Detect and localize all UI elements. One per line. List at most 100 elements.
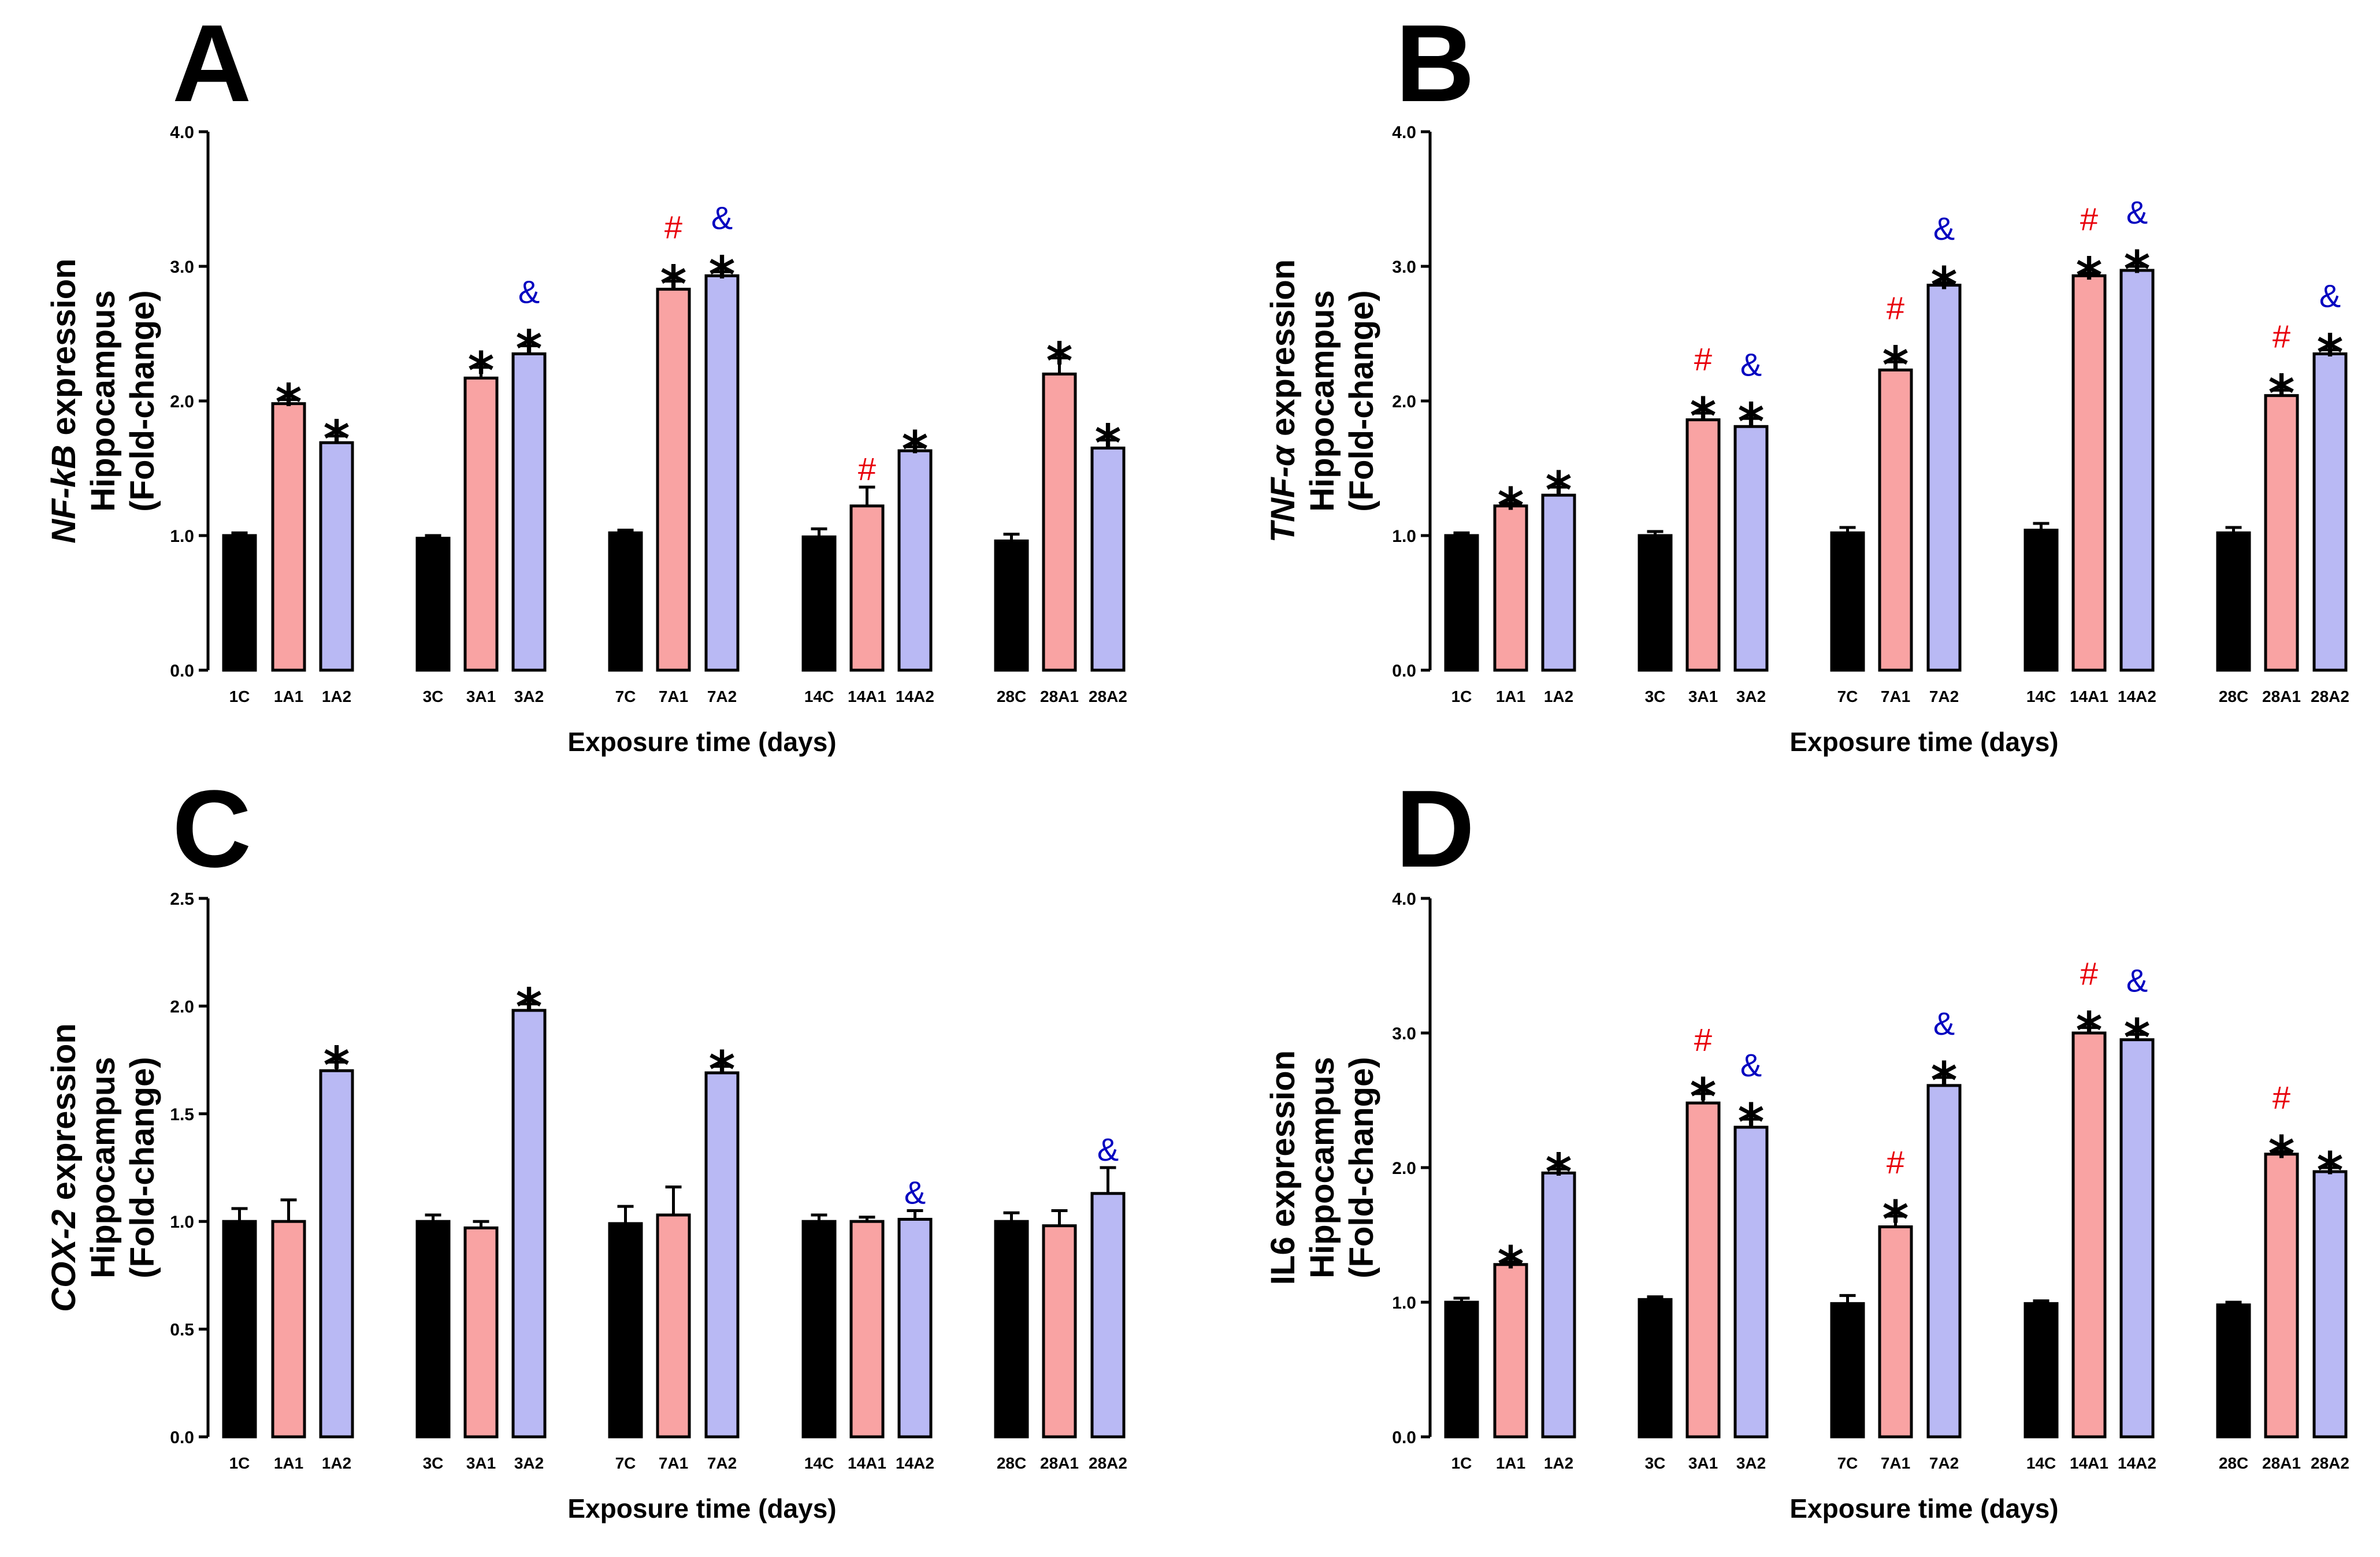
x-tick-label: 3A2 (1736, 688, 1766, 705)
bar-28a1 (1042, 1224, 1077, 1439)
x-tick-label: 1A2 (322, 688, 351, 705)
x-tick-label: 14A2 (896, 1454, 934, 1472)
bar-7a1 (656, 1213, 691, 1439)
y-axis-label-text: expression (45, 258, 83, 444)
bar-14c (2023, 529, 2059, 672)
bar-28c (2216, 531, 2251, 672)
panel-letter: C (172, 768, 251, 890)
bar-14a1 (2071, 274, 2107, 672)
significance-star: * (1737, 392, 1764, 451)
significance-hash: # (858, 451, 876, 487)
y-axis-label-line2: Hippocampus (84, 1057, 122, 1279)
significance-star: * (2268, 1125, 2294, 1184)
significance-star: * (1690, 1067, 1716, 1127)
significance-star: * (1882, 335, 1909, 395)
significance-star: * (2075, 247, 2102, 306)
panel-letter: D (1395, 768, 1475, 890)
x-tick-label: 1A2 (1544, 1454, 1573, 1472)
significance-hash: # (1887, 1144, 1904, 1180)
x-tick-label: 1A2 (322, 1454, 351, 1472)
significance-star: * (708, 1040, 735, 1099)
significance-star: * (2316, 323, 2343, 382)
bar-1a1 (1493, 504, 1528, 672)
x-tick-label: 1A1 (1496, 688, 1525, 705)
bar-3a1 (1685, 1101, 1721, 1439)
bar-3a2 (511, 352, 547, 672)
y-tick-label: 0.5 (170, 1321, 194, 1340)
x-tick-label: 3A1 (1688, 1454, 1718, 1472)
x-tick-label: 28A2 (1089, 688, 1127, 705)
significance-star: * (323, 1035, 350, 1095)
x-tick-label: 1C (1451, 1454, 1472, 1472)
bar-3c (1638, 1298, 1673, 1439)
bar-14a1 (849, 1220, 885, 1439)
x-tick-label: 28A1 (2262, 688, 2301, 705)
x-tick-label: 7A1 (659, 1454, 688, 1472)
x-tick-label: 3A2 (514, 688, 544, 705)
bar-7a2 (704, 274, 740, 672)
y-tick-label: 2.0 (1392, 1159, 1416, 1178)
y-tick-label: 1.0 (170, 1213, 194, 1232)
y-axis-label-line3: (Fold-change) (1343, 290, 1380, 511)
y-axis-label-line3: (Fold-change) (124, 290, 161, 511)
significance-ampersand: & (518, 273, 540, 310)
y-axis-label-line2: Hippocampus (1304, 290, 1341, 512)
x-axis-label: Exposure time (days) (567, 727, 836, 757)
x-tick-label: 28A2 (1089, 1454, 1127, 1472)
bar-28a2 (2312, 352, 2348, 672)
significance-star: * (2123, 240, 2150, 299)
y-axis-label-line3: (Fold-change) (124, 1057, 161, 1278)
x-tick-label: 7A1 (1881, 688, 1910, 705)
bar-7a2 (704, 1071, 740, 1439)
significance-ampersand: & (1740, 346, 1762, 382)
x-tick-label: 14A1 (2070, 688, 2108, 705)
significance-hash: # (2273, 1079, 2290, 1116)
bar-28a2 (1090, 447, 1126, 672)
bar-28c (2216, 1303, 2251, 1439)
x-tick-label: 7A2 (1929, 688, 1959, 705)
y-tick-label: 1.0 (1392, 1294, 1416, 1313)
x-tick-label: 7A2 (1929, 1454, 1959, 1472)
significance-ampersand: & (2126, 194, 2148, 231)
x-tick-label: 1A1 (274, 688, 303, 705)
x-tick-label: 3C (423, 688, 444, 705)
y-tick-label: 3.0 (1392, 258, 1416, 277)
bar-7a1 (1878, 1225, 1913, 1439)
bar-28c (994, 1220, 1029, 1439)
bar-14a2 (897, 449, 933, 672)
significance-star: * (2075, 1001, 2102, 1061)
bar-3c (1638, 534, 1673, 672)
significance-ampersand: & (2126, 962, 2148, 998)
significance-ampersand: & (1740, 1047, 1762, 1083)
significance-star: * (1046, 331, 1072, 391)
significance-star: * (1882, 1190, 1909, 1249)
y-axis-label: NF-kB expression Hippocampus (Fold-change) (45, 258, 161, 543)
y-tick-label: 3.0 (1392, 1024, 1416, 1043)
y-tick-label: 2.0 (1392, 392, 1416, 411)
x-tick-label: 14A2 (2118, 1454, 2156, 1472)
bar-7c (1830, 1302, 1865, 1439)
bar-1c (222, 1220, 257, 1439)
significance-hash: # (1887, 289, 1904, 326)
x-tick-label: 3A1 (466, 688, 496, 705)
significance-star: * (1497, 477, 1524, 536)
significance-star: * (1094, 414, 1121, 473)
bar-28a1 (2264, 1153, 2299, 1439)
x-tick-label: 14A1 (848, 1454, 886, 1472)
x-tick-label: 28C (2219, 688, 2248, 705)
x-tick-label: 7C (1837, 1454, 1858, 1472)
x-tick-label: 28A1 (1040, 1454, 1079, 1472)
significance-star: * (1497, 1235, 1524, 1295)
y-axis-label: IL6 expression Hippocampus (Fold-change) (1264, 1050, 1380, 1285)
y-axis-label-line1: TNF-α expression (1264, 259, 1302, 542)
chart-panel-d: D 0.0 1.0 2.0 3.0 4.0 IL6 expression Hippocampu… (1264, 768, 2349, 1523)
significance-star: * (323, 410, 350, 469)
bar-3a1 (1685, 418, 1721, 672)
chart-panel-c: C 0.0 0.5 1.0 1.5 2.0 2.5 COX-2 expression Hippo… (45, 768, 1127, 1523)
bar-1a2 (319, 441, 354, 672)
y-axis-label-line2: Hippocampus (1304, 1057, 1341, 1279)
bar-3c (415, 1220, 451, 1439)
bar-14c (801, 535, 837, 672)
panel-letter: B (1395, 2, 1475, 125)
x-tick-label: 7C (615, 1454, 636, 1472)
